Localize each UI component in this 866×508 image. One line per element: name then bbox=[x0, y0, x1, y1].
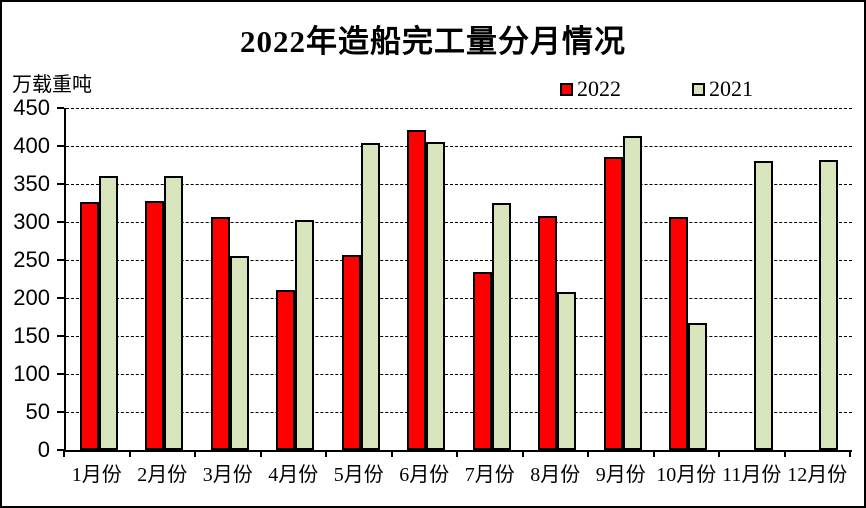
y-tick-label-400: 400 bbox=[13, 133, 50, 158]
x-tick-mark-4 bbox=[325, 450, 327, 457]
y-tick-label-300: 300 bbox=[13, 209, 50, 234]
y-tick-mark-200 bbox=[57, 297, 64, 299]
gridline-100 bbox=[66, 374, 852, 375]
x-tick-label-4月份: 4月份 bbox=[268, 464, 319, 486]
x-tick-label-1月份: 1月份 bbox=[71, 464, 122, 486]
y-tick-mark-250 bbox=[57, 259, 64, 261]
x-tick-mark-11 bbox=[783, 450, 786, 457]
bar-2021-10月份 bbox=[688, 323, 708, 450]
y-tick-label-100: 100 bbox=[13, 361, 50, 386]
bar-2022-9月份 bbox=[603, 157, 623, 450]
legend-swatch-2021 bbox=[692, 82, 705, 96]
bar-2022-6月份 bbox=[407, 130, 427, 450]
y-tick-label-350: 350 bbox=[13, 171, 50, 196]
y-tick-mark-50 bbox=[57, 411, 64, 413]
x-tick-label-8月份: 8月份 bbox=[530, 464, 581, 486]
x-tick-label-2月份: 2月份 bbox=[137, 464, 188, 486]
x-tick-label-9月份: 9月份 bbox=[595, 464, 646, 486]
y-tick-label-450: 450 bbox=[13, 95, 50, 120]
gridline-400 bbox=[66, 146, 852, 147]
x-tick-mark-6 bbox=[456, 450, 458, 457]
bar-2021-6月份 bbox=[426, 142, 446, 450]
bar-2021-1月份 bbox=[98, 175, 118, 450]
bar-2022-8月份 bbox=[538, 215, 558, 450]
x-tick-mark-5 bbox=[390, 450, 393, 457]
bar-2022-5月份 bbox=[341, 255, 361, 450]
x-tick-mark-2 bbox=[194, 450, 196, 457]
bar-2022-2月份 bbox=[145, 201, 165, 450]
x-tick-mark-8 bbox=[587, 450, 589, 457]
y-tick-label-250: 250 bbox=[13, 247, 50, 272]
bar-2021-9月份 bbox=[622, 136, 642, 450]
x-tick-label-11月份: 11月份 bbox=[722, 464, 782, 486]
legend-label-2021: 2021 bbox=[709, 76, 753, 101]
y-tick-label-200: 200 bbox=[13, 285, 50, 310]
x-axis-labels: 1月份 2月份 3月份 4月份 5月份 6月份 7月份 8月份 9月份 10月份 11月份 12月份 bbox=[64, 462, 850, 492]
legend-label-2022: 2022 bbox=[577, 76, 621, 101]
y-tick-label-150: 150 bbox=[13, 323, 50, 348]
bar-2021-7月份 bbox=[491, 203, 511, 450]
x-tick-mark-3 bbox=[259, 450, 262, 457]
legend-item-2022: 2022 bbox=[560, 78, 621, 100]
y-tick-mark-300 bbox=[57, 221, 64, 223]
bar-2022-1月份 bbox=[79, 202, 99, 450]
x-tick-label-5月份: 5月份 bbox=[333, 464, 384, 486]
x-tick-label-6月份: 6月份 bbox=[399, 464, 450, 486]
x-tick-mark-10 bbox=[718, 450, 720, 457]
gridline-150 bbox=[66, 336, 852, 337]
bar-2021-4月份 bbox=[295, 220, 315, 450]
legend-swatch-2022 bbox=[560, 82, 573, 96]
x-tick-mark-9 bbox=[652, 450, 655, 457]
x-tick-mark-7 bbox=[521, 450, 524, 457]
x-tick-mark-1 bbox=[128, 450, 131, 457]
y-tick-label-50: 50 bbox=[25, 399, 50, 424]
y-tick-mark-400 bbox=[57, 145, 64, 147]
x-tick-label-12月份: 12月份 bbox=[787, 464, 848, 486]
y-tick-mark-450 bbox=[57, 107, 64, 109]
x-tick-label-10月份: 10月份 bbox=[656, 464, 717, 486]
bar-2021-8月份 bbox=[557, 291, 577, 450]
y-tick-mark-100 bbox=[57, 373, 64, 375]
bar-2021-12月份 bbox=[819, 160, 839, 450]
x-tick-label-3月份: 3月份 bbox=[202, 464, 253, 486]
gridline-50 bbox=[66, 412, 852, 413]
y-axis-unit-label: 万载重吨 bbox=[12, 74, 92, 96]
gridline-300 bbox=[66, 222, 852, 223]
bar-2021-5月份 bbox=[360, 142, 380, 450]
bar-2022-3月份 bbox=[210, 216, 230, 450]
gridline-200 bbox=[66, 298, 852, 299]
legend-item-2021: 2021 bbox=[692, 78, 753, 100]
bar-2022-4月份 bbox=[276, 290, 296, 450]
plot-area bbox=[64, 108, 852, 452]
y-axis-labels: 0 50 100 150 200 250 300 350 400 450 bbox=[2, 97, 50, 461]
y-tick-label-0: 0 bbox=[37, 437, 50, 462]
bar-2021-2月份 bbox=[164, 175, 184, 450]
y-tick-mark-350 bbox=[57, 183, 64, 185]
gridline-350 bbox=[66, 184, 852, 185]
gridline-250 bbox=[66, 260, 852, 261]
bar-2021-3月份 bbox=[229, 256, 249, 450]
x-tick-mark-12 bbox=[849, 450, 851, 457]
chart-title: 2022年造船完工量分月情况 bbox=[240, 24, 626, 59]
x-tick-label-7月份: 7月份 bbox=[464, 464, 515, 486]
y-tick-mark-0 bbox=[57, 449, 64, 451]
gridline-450 bbox=[66, 108, 852, 109]
bar-2022-7月份 bbox=[472, 272, 492, 450]
y-tick-mark-150 bbox=[57, 335, 64, 337]
bar-2021-11月份 bbox=[753, 161, 773, 450]
bar-2022-10月份 bbox=[669, 216, 689, 450]
x-tick-mark-0 bbox=[63, 450, 65, 457]
